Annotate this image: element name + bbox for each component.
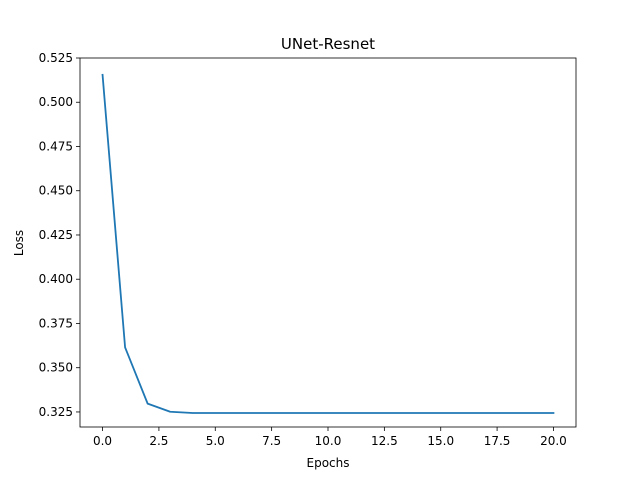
- x-tick-label: 17.5: [484, 434, 511, 448]
- x-tick-label: 7.5: [262, 434, 281, 448]
- x-tick-label: 12.5: [371, 434, 398, 448]
- x-tick-label: 10.0: [315, 434, 342, 448]
- x-tick-label: 20.0: [540, 434, 567, 448]
- loss-series-line: [101, 73, 555, 414]
- y-axis-ticks: 0.325 0.350 0.375 0.400 0.425 0.450 0.475 0.500…: [39, 51, 80, 419]
- plot-area: [80, 58, 576, 427]
- y-tick-label: 0.400: [39, 272, 73, 286]
- x-tick-label: 5.0: [206, 434, 225, 448]
- x-tick-label: 15.0: [427, 434, 454, 448]
- x-tick-label: 0.0: [93, 434, 112, 448]
- y-tick-label: 0.500: [39, 95, 73, 109]
- chart-title: UNet-Resnet: [281, 35, 375, 53]
- y-axis-label: Loss: [12, 230, 26, 256]
- y-tick-label: 0.450: [39, 184, 73, 198]
- y-tick-label: 0.475: [39, 139, 73, 153]
- y-tick-label: 0.325: [39, 405, 73, 419]
- plot-frame: [79, 57, 577, 428]
- y-tick-label: 0.350: [39, 361, 73, 375]
- series-layer: [101, 73, 555, 414]
- y-tick-label: 0.375: [39, 316, 73, 330]
- y-tick-label: 0.425: [39, 228, 73, 242]
- x-tick-label: 2.5: [149, 434, 168, 448]
- x-axis-ticks: 0.0 2.5 5.0 7.5 10.0 12.5 15.0 17.5 20.0: [93, 427, 567, 448]
- x-axis-label: Epochs: [307, 456, 350, 470]
- y-tick-label: 0.525: [39, 51, 73, 65]
